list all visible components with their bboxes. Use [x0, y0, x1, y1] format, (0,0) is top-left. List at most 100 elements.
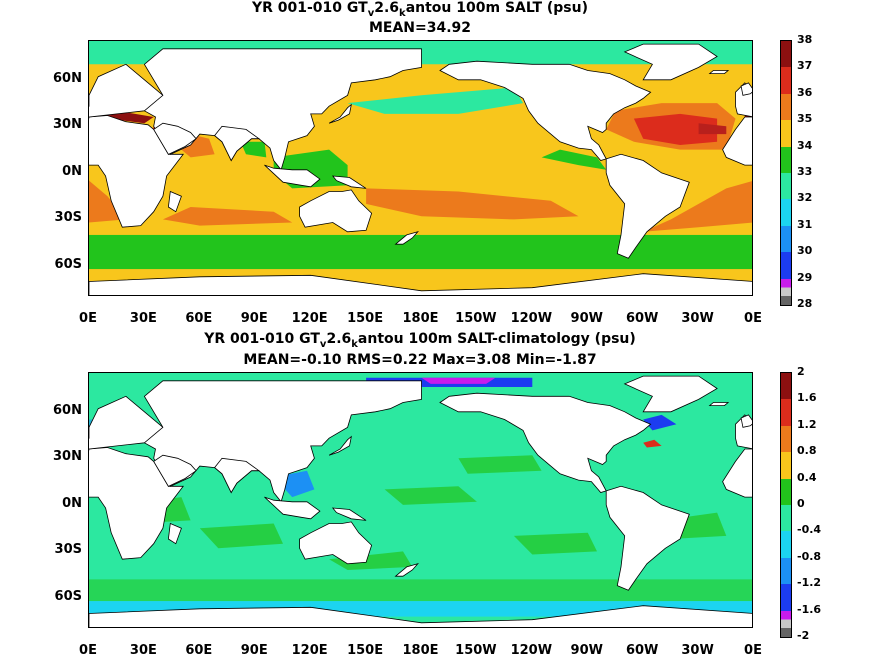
- lon-label: 90E: [240, 643, 268, 658]
- land-madagascar: [167, 522, 182, 545]
- lon-label: 60W: [625, 311, 659, 326]
- land-australia: [299, 189, 373, 233]
- land-namerica: [439, 60, 652, 161]
- land-india: [214, 125, 261, 162]
- land-indonesia: [264, 164, 321, 188]
- colorbar-label: -1.2: [797, 576, 822, 590]
- colorbar-label: 30: [797, 244, 813, 258]
- lon-label: 90W: [570, 311, 603, 326]
- land-africa2: [722, 448, 752, 498]
- panel-1-stats: MEAN=34.92: [368, 20, 472, 36]
- colorbar-label: 32: [797, 191, 813, 205]
- colorbar-label: -1.6: [797, 602, 822, 616]
- gulf-stream-positive: [643, 439, 662, 448]
- colorbar-band: [781, 531, 791, 558]
- bay-of-bengal: [240, 141, 267, 158]
- colorbar-label: 2: [797, 365, 805, 378]
- lat-label: 0N: [62, 495, 82, 511]
- positive-patch: [199, 523, 283, 549]
- lon-label: 30W: [681, 643, 714, 658]
- land-newguinea: [331, 507, 367, 521]
- lon-label: 150E: [347, 311, 384, 326]
- colorbar: [780, 372, 792, 638]
- lat-label: 60S: [54, 256, 82, 272]
- lat-label: 30S: [54, 210, 82, 226]
- land-antarctica: [89, 605, 752, 627]
- colorbar-band: [781, 452, 791, 479]
- land-arabia: [153, 454, 197, 487]
- lat-label: 0N: [62, 163, 82, 179]
- lon-label: 180E: [402, 311, 439, 326]
- land-uk: [740, 414, 752, 428]
- colorbar-label: 34: [797, 138, 813, 152]
- panel-1-map: [88, 40, 753, 296]
- colorbar-band: [781, 504, 791, 532]
- lat-label: 30N: [53, 449, 82, 465]
- colorbar-band: [781, 557, 791, 585]
- land-greenland: [623, 375, 718, 413]
- colorbar-band: [781, 146, 791, 173]
- colorbar-label: 1.2: [797, 417, 817, 431]
- colorbar-band: [781, 373, 791, 400]
- land-africa: [89, 447, 185, 560]
- colorbar-label: 0.4: [797, 470, 817, 484]
- land-samerica: [605, 153, 690, 259]
- lat-label: 60N: [53, 70, 82, 86]
- colorbar-label: -2: [797, 629, 810, 642]
- land-newguinea: [331, 175, 367, 189]
- east-pacific-fresh: [541, 149, 607, 170]
- colorbar-band: [781, 478, 791, 505]
- colorbar-label: 36: [797, 85, 813, 99]
- lon-label: 90E: [240, 311, 268, 326]
- colorbar-band: [781, 225, 791, 253]
- colorbar-label: 0.8: [797, 444, 817, 458]
- lon-label: 120W: [510, 311, 553, 326]
- colorbar-label: 38: [797, 33, 813, 46]
- positive-patch: [513, 532, 597, 555]
- lon-label: 0E: [79, 643, 97, 658]
- north-atlantic-core: [633, 113, 718, 145]
- colorbar-band: [781, 172, 791, 200]
- land-namerica: [439, 392, 652, 493]
- colorbar-label: 35: [797, 112, 813, 126]
- north-pacific-fresh: [347, 87, 524, 114]
- land-japan: [328, 435, 352, 456]
- colorbar-band: [781, 584, 791, 611]
- colorbar-band: [781, 199, 791, 226]
- lat-label: 30N: [53, 117, 82, 133]
- land-nz: [394, 563, 420, 577]
- colorbar-label: 33: [797, 165, 813, 178]
- land-asia: [143, 380, 422, 503]
- lon-label: 60W: [625, 643, 659, 658]
- land-indonesia: [264, 496, 321, 520]
- lon-label: 60E: [185, 643, 213, 658]
- colorbar-label: -0.8: [797, 549, 822, 563]
- land-antarctica: [89, 273, 752, 295]
- colorbar-label: 29: [797, 270, 813, 284]
- southern-ocean-band: [89, 234, 752, 270]
- colorbar: [780, 40, 792, 306]
- land-india: [214, 457, 261, 494]
- lon-label: 150W: [455, 643, 497, 658]
- lon-label: 120E: [291, 311, 328, 326]
- lat-label: 30S: [54, 542, 82, 558]
- lon-label: 90W: [570, 643, 603, 658]
- arctic-min: [421, 377, 496, 384]
- colorbar-band: [781, 425, 791, 453]
- lat-label: 60N: [53, 402, 82, 418]
- land-nz: [394, 231, 420, 245]
- lon-label: 150E: [347, 643, 384, 658]
- land-madagascar: [167, 190, 182, 213]
- colorbar-band: [781, 120, 791, 147]
- colorbar-band: [781, 93, 791, 121]
- positive-patch: [458, 455, 542, 474]
- colorbar-band: [781, 67, 791, 94]
- colorbar-label: 1.6: [797, 391, 817, 405]
- land-uk: [740, 82, 752, 96]
- panel-2-map: [88, 372, 753, 628]
- land-iceland: [708, 70, 730, 74]
- colorbar-label: 0: [797, 497, 805, 510]
- lon-label: 30W: [681, 311, 714, 326]
- land-arabia: [153, 122, 197, 155]
- land-asia: [143, 48, 422, 171]
